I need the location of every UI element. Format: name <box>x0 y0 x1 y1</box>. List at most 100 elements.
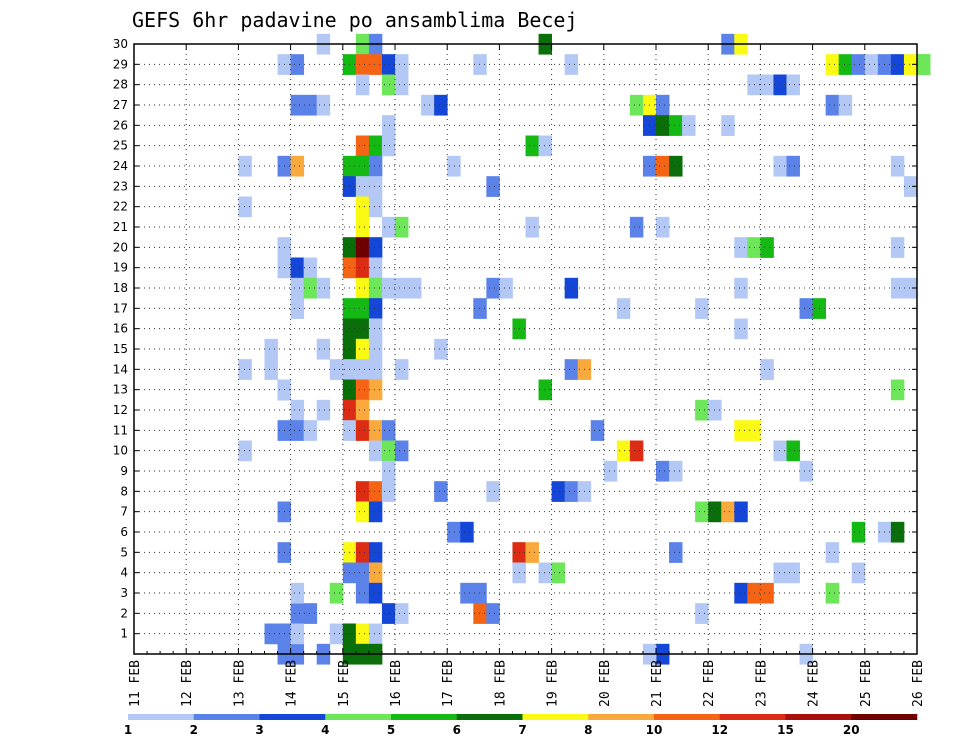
heatmap-cell <box>381 216 396 238</box>
heatmap-cell <box>395 440 409 462</box>
colorbar: 1 2 3 4 5 6 7 8 10 12 15 20 <box>124 714 918 737</box>
heatmap-cell <box>799 460 813 482</box>
heatmap-cell <box>381 135 396 157</box>
x-tick-label: 25 FEB <box>859 660 874 707</box>
heatmap-cell <box>355 379 370 401</box>
heatmap-cell <box>355 623 370 645</box>
heatmap-cell <box>355 298 370 319</box>
heatmap-cell <box>381 115 396 136</box>
heatmap-cell <box>290 94 305 116</box>
x-tick-label: 16 FEB <box>389 660 404 707</box>
y-tick-label: 22 <box>113 200 128 214</box>
heatmap-cell <box>355 501 370 523</box>
heatmap-cell <box>695 501 709 523</box>
heatmap-cell <box>264 359 278 380</box>
heatmap-cell <box>395 216 409 238</box>
heatmap-cell <box>603 460 618 482</box>
heatmap-cell <box>525 135 539 157</box>
heatmap-cell <box>864 54 879 75</box>
heatmap-cell <box>473 603 487 624</box>
heatmap-cells <box>238 33 931 665</box>
heatmap-cell <box>368 623 383 645</box>
heatmap-cell <box>629 216 644 238</box>
heatmap-cell <box>316 277 331 299</box>
heatmap-cell <box>669 115 683 136</box>
heatmap-cell <box>368 562 383 584</box>
heatmap-cell <box>656 115 670 136</box>
heatmap-cell <box>290 277 305 299</box>
heatmap-cell <box>355 257 370 279</box>
heatmap-cell <box>564 54 579 75</box>
colorbar-label: 7 <box>518 723 526 737</box>
colorbar-swatch <box>785 714 852 720</box>
heatmap-cell <box>290 54 305 75</box>
heatmap-cell <box>355 74 370 96</box>
heatmap-cell <box>368 542 383 563</box>
heatmap-cell <box>669 155 683 177</box>
colorbar-label: 8 <box>584 723 592 737</box>
heatmap-cell <box>499 277 513 299</box>
y-tick-label: 15 <box>113 342 128 356</box>
heatmap-cell <box>656 155 670 177</box>
y-tick-label: 2 <box>120 606 128 620</box>
colorbar-label: 3 <box>255 723 263 737</box>
heatmap-cell <box>903 277 918 299</box>
y-tick-label: 12 <box>113 403 128 417</box>
colorbar-swatch <box>719 714 786 720</box>
heatmap-cell <box>303 277 318 299</box>
heatmap-cell <box>381 440 396 462</box>
heatmap-cell <box>395 54 409 75</box>
heatmap-cell <box>355 582 370 604</box>
colorbar-label: 10 <box>646 723 663 737</box>
y-tick-label: 8 <box>120 484 128 498</box>
y-tick-label: 19 <box>113 261 128 275</box>
heatmap-cell <box>669 542 683 563</box>
heatmap-cell <box>395 277 409 299</box>
heatmap-cell <box>355 196 370 218</box>
heatmap-cell <box>303 420 318 441</box>
heatmap-cell <box>381 54 396 75</box>
heatmap-cell <box>773 562 787 584</box>
heatmap-cell <box>721 115 735 136</box>
heatmap-cell <box>368 318 383 340</box>
heatmap-cell <box>486 481 500 502</box>
heatmap-cell <box>786 155 800 177</box>
heatmap-cell <box>368 155 383 177</box>
x-tick-label: 23 FEB <box>754 660 769 707</box>
heatmap-cell <box>381 74 396 96</box>
grid-lines <box>134 43 917 654</box>
heatmap-cell <box>564 481 579 502</box>
heatmap-cell <box>395 359 409 380</box>
y-tick-label: 10 <box>113 444 128 458</box>
heatmap-cell <box>316 338 331 360</box>
colorbar-swatch <box>851 714 918 720</box>
heatmap-cell <box>381 603 396 624</box>
heatmap-cell <box>421 94 435 116</box>
heatmap-cell <box>395 603 409 624</box>
heatmap-cell <box>355 542 370 563</box>
heatmap-cell <box>368 277 383 299</box>
colorbar-label: 12 <box>711 723 728 737</box>
heatmap-cell <box>825 582 840 604</box>
heatmap-cell <box>473 298 487 319</box>
heatmap-cell <box>486 603 500 624</box>
heatmap-cell <box>903 54 918 75</box>
y-tick-label: 29 <box>113 57 128 71</box>
heatmap-cell <box>890 155 905 177</box>
heatmap-cell <box>290 399 305 421</box>
heatmap-cell <box>917 54 931 75</box>
heatmap-cell <box>564 359 579 380</box>
y-tick-label: 21 <box>113 220 128 234</box>
colorbar-swatch <box>325 714 392 720</box>
heatmap-cell <box>329 623 344 645</box>
heatmap-cell <box>434 481 448 502</box>
heatmap-cell <box>368 440 383 462</box>
heatmap-cell <box>368 379 383 401</box>
heatmap-cell <box>760 74 774 96</box>
heatmap-cell <box>290 155 305 177</box>
heatmap-cell <box>290 298 305 319</box>
heatmap-cell <box>773 155 787 177</box>
heatmap-cell <box>825 542 840 563</box>
heatmap-cell <box>355 216 370 238</box>
heatmap-cell <box>616 440 631 462</box>
